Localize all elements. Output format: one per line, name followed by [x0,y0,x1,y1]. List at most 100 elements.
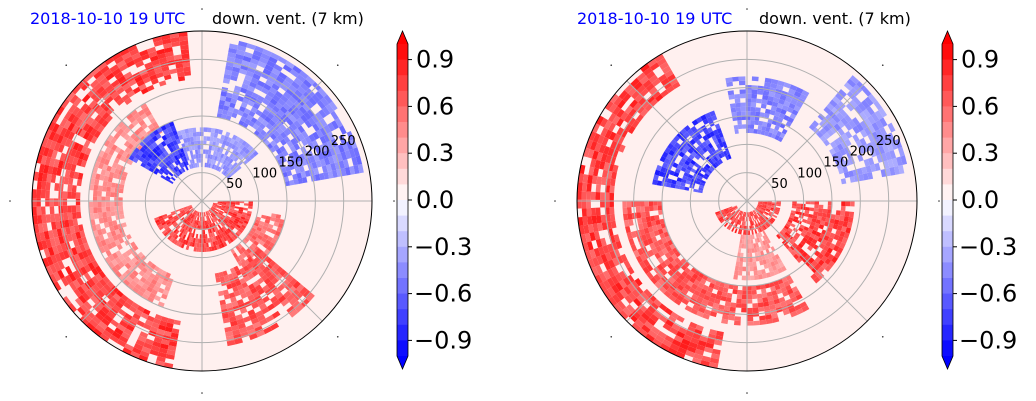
field-cell [600,237,607,247]
field-cell [799,93,808,101]
field-cell [131,302,140,310]
field-cell [771,265,778,271]
field-cell [601,169,608,178]
field-cell [158,57,168,64]
field-cell [71,115,80,125]
field-cell [225,65,234,71]
field-cell [588,131,597,141]
field-cell [741,294,747,300]
field-cell [710,353,720,360]
field-cell [697,282,705,289]
field-cell [684,267,691,274]
field-cell [261,274,269,282]
field-cell [232,286,239,293]
field-cell [54,213,60,222]
field-cell [245,70,255,78]
field-cell [39,231,46,242]
field-cell [762,90,770,96]
field-cell [767,220,773,226]
field-cell [275,75,285,84]
field-cell [758,237,763,243]
field-cell [168,215,173,220]
field-cell [227,220,233,225]
field-cell [887,132,895,143]
field-cell [780,265,787,272]
field-cell [235,216,241,221]
field-cell [71,212,78,220]
field-cell [298,165,305,173]
field-cell [742,257,747,263]
field-cell [682,163,689,169]
field-cell [235,256,241,263]
field-cell [690,125,698,133]
field-cell [98,149,105,158]
field-cell [613,303,623,314]
field-cell [776,234,781,240]
field-cell [139,276,147,284]
field-cell [249,333,258,341]
field-cell [679,280,687,288]
field-cell [112,220,118,226]
field-cell [69,170,75,179]
field-cell [636,72,646,82]
angle-tick-mark [65,64,68,67]
field-cell [117,121,125,129]
field-cell [790,98,798,106]
field-cell [869,148,877,158]
field-cell [189,227,193,233]
field-cell [817,252,824,260]
field-cell [788,102,796,110]
field-cell [149,74,158,81]
field-cell [823,106,832,115]
field-cell [101,80,111,90]
colorbar-level [397,278,408,295]
field-cell [78,152,85,160]
field-cell [208,233,212,239]
field-cell [593,247,601,258]
field-cell [254,45,265,53]
field-cell [793,216,799,221]
field-cell [270,140,277,147]
field-cell [683,131,690,139]
field-cell [243,207,249,211]
field-cell [617,300,627,311]
field-cell [747,316,754,322]
field-cell [93,130,101,139]
field-cell [340,167,347,177]
field-cell [280,138,287,146]
field-cell [234,206,240,209]
field-cell [163,225,169,230]
field-cell [609,250,617,260]
field-cell [620,129,628,138]
field-cell [751,248,755,253]
field-cell [788,292,796,299]
field-cell [182,161,187,167]
field-cell [212,241,217,247]
field-cell [247,256,254,263]
field-cell [188,227,192,233]
field-cell [272,94,281,102]
field-cell [867,172,874,180]
field-cell [645,216,651,223]
field-cell [840,117,849,126]
field-cell [189,213,193,218]
field-cell [718,304,725,311]
field-cell [758,202,763,205]
field-cell [212,159,217,165]
field-cell [96,73,106,83]
field-cell [795,208,801,213]
field-cell [83,72,94,82]
field-cell [194,162,198,168]
field-cell [255,237,262,244]
field-cell [611,284,620,294]
field-cell [233,290,241,297]
field-cell [634,319,645,329]
field-cell [191,242,195,247]
field-cell [171,145,177,152]
field-cell [236,230,242,236]
field-cell [728,207,733,210]
field-cell [327,122,336,132]
field-cell [723,207,729,211]
field-cell [747,294,753,300]
field-cell [728,225,732,231]
